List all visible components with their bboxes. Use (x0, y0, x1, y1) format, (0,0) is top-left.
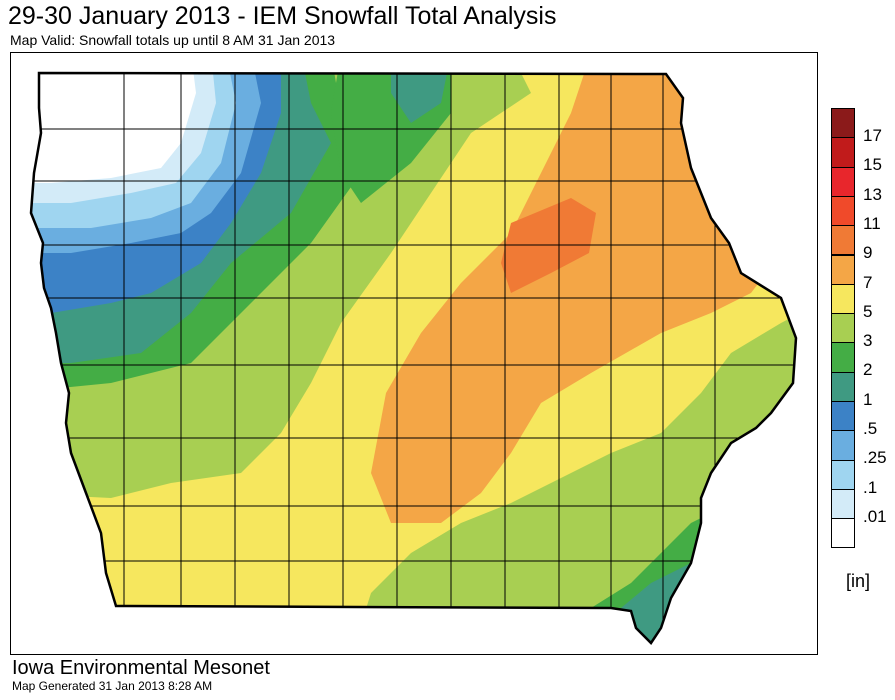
map-subtitle: Map Valid: Snowfall totals up until 8 AM… (10, 32, 336, 48)
legend-label: 15 (863, 155, 882, 175)
legend-label: 17 (863, 126, 882, 145)
legend-label: 2 (863, 360, 873, 380)
legend-label: 3 (863, 331, 873, 351)
iowa-state-outline (29, 71, 798, 645)
legend-label: 1 (863, 389, 873, 409)
legend-swatch (831, 225, 855, 256)
legend-label: .01 (863, 506, 887, 526)
iowa-map-svg (29, 71, 798, 645)
legend-swatch (831, 108, 855, 139)
county-grid (31, 73, 796, 643)
legend-swatch (831, 254, 855, 285)
snowfall-map (10, 52, 818, 655)
legend-label: 7 (863, 272, 873, 292)
legend-unit: [in] (846, 571, 871, 591)
legend-swatch (831, 401, 855, 432)
legend-label: .25 (863, 448, 887, 468)
legend-swatch (831, 283, 855, 315)
legend-swatch (831, 137, 855, 168)
legend-label: 13 (863, 184, 882, 204)
legend-swatch (831, 459, 855, 490)
legend-swatch (831, 313, 855, 344)
map-title: 29-30 January 2013 - IEM Snowfall Total … (8, 2, 557, 30)
footer-generated: Map Generated 31 Jan 2013 8:28 AM (12, 679, 213, 693)
legend-swatch (831, 166, 855, 197)
footer-organization: Iowa Environmental Mesonet (12, 657, 270, 679)
legend-swatch (831, 518, 855, 549)
legend-label: 5 (863, 301, 873, 321)
legend-swatch (831, 488, 855, 520)
legend-swatch (831, 342, 855, 373)
snowfall-contours (31, 73, 796, 643)
legend-label: .1 (863, 477, 878, 497)
legend-label: 9 (863, 243, 873, 263)
legend-swatch (831, 371, 855, 402)
legend-swatch (831, 430, 855, 461)
legend-label: 11 (863, 213, 881, 233)
legend-label: .5 (863, 419, 878, 438)
legend-swatch (831, 195, 855, 227)
